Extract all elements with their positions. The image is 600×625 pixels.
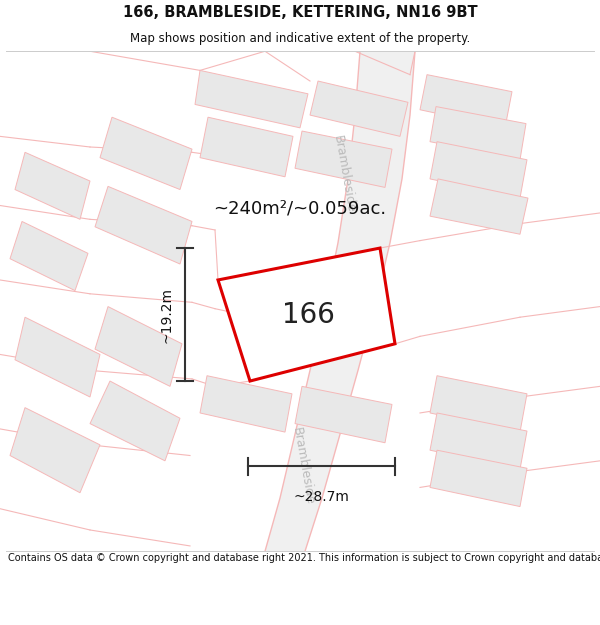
Polygon shape: [310, 81, 408, 136]
Polygon shape: [430, 413, 527, 469]
Polygon shape: [95, 186, 192, 264]
Text: 166: 166: [281, 301, 334, 329]
Text: Brambleside: Brambleside: [331, 134, 357, 213]
Polygon shape: [295, 386, 392, 442]
Polygon shape: [10, 221, 88, 291]
Polygon shape: [15, 152, 90, 219]
Polygon shape: [430, 142, 527, 198]
Polygon shape: [430, 107, 526, 160]
Polygon shape: [195, 71, 308, 128]
Text: Brambleside: Brambleside: [290, 426, 316, 506]
Polygon shape: [15, 318, 100, 397]
Polygon shape: [200, 118, 293, 177]
Text: Map shows position and indicative extent of the property.: Map shows position and indicative extent…: [130, 32, 470, 45]
Polygon shape: [95, 307, 182, 386]
Polygon shape: [295, 131, 392, 188]
Polygon shape: [265, 51, 415, 551]
Text: ~28.7m: ~28.7m: [293, 489, 349, 504]
Polygon shape: [218, 248, 395, 381]
Polygon shape: [430, 450, 527, 507]
Polygon shape: [100, 118, 192, 189]
Polygon shape: [420, 74, 512, 128]
Text: Contains OS data © Crown copyright and database right 2021. This information is : Contains OS data © Crown copyright and d…: [8, 554, 600, 564]
Polygon shape: [10, 408, 100, 492]
Polygon shape: [430, 179, 528, 234]
Text: ~19.2m: ~19.2m: [160, 286, 174, 342]
Polygon shape: [90, 381, 180, 461]
Text: ~240m²/~0.059ac.: ~240m²/~0.059ac.: [214, 200, 386, 217]
Polygon shape: [200, 376, 292, 432]
Polygon shape: [430, 376, 527, 432]
Text: 166, BRAMBLESIDE, KETTERING, NN16 9BT: 166, BRAMBLESIDE, KETTERING, NN16 9BT: [122, 5, 478, 20]
